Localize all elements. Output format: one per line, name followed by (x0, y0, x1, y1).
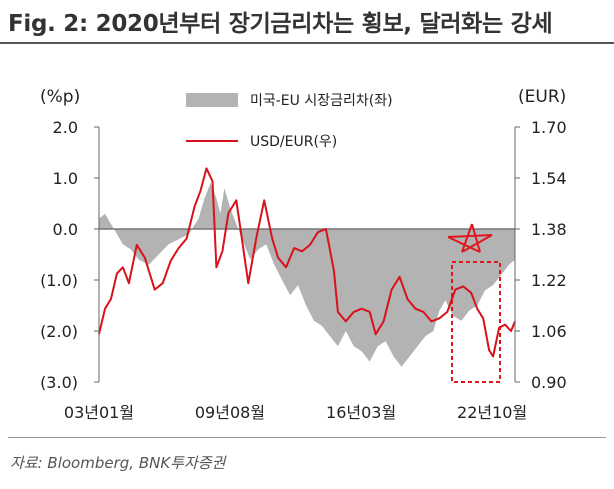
right-axis-tick-label: 1.38 (531, 220, 567, 239)
title-rule (0, 42, 614, 44)
left-axis-tick-label: (1.0) (40, 271, 78, 290)
right-axis-tick-label: 1.22 (531, 271, 567, 290)
legend-swatch-spread (186, 93, 238, 107)
usdeur-line-path (98, 167, 516, 358)
chart-title: Fig. 2: 2020년부터 장기금리차는 횡보, 달러화는 강세 (8, 11, 553, 37)
x-axis-tick-label: 22년10월 (457, 403, 527, 422)
highlight-box (451, 261, 501, 383)
right-axis-tick-label: 0.90 (531, 373, 567, 392)
left-axis-tick-label: 1.0 (53, 169, 78, 188)
right-axis-unit: (EUR) (518, 87, 566, 107)
left-axis-tick-label: 0.0 (53, 220, 78, 239)
chart: (%p) (EUR) 미국-EU 시장금리차(좌) USD/EUR(우) 2.0… (40, 87, 567, 422)
x-axis-tick-label: 16년03월 (326, 403, 396, 422)
right-axis: 1.70 1.54 1.38 1.22 1.06 0.90 (514, 118, 567, 392)
left-axis-tick-label: 2.0 (53, 118, 78, 137)
legend-label-usdeur: USD/EUR(우) (250, 134, 337, 150)
legend-label-spread: 미국-EU 시장금리차(좌) (250, 93, 393, 109)
x-axis: 03년01월 09년08월 16년03월 22년10월 (64, 403, 527, 422)
right-axis-tick-label: 1.70 (531, 118, 567, 137)
left-axis-tick-label: (3.0) (40, 373, 78, 392)
right-axis-tick-label: 1.06 (531, 322, 567, 341)
left-axis-tick-label: (2.0) (40, 322, 78, 341)
source-note: 자료: Bloomberg, BNK투자증권 (10, 454, 226, 472)
left-axis: 2.0 1.0 0.0 (1.0) (2.0) (3.0) (40, 118, 100, 392)
left-axis-unit: (%p) (40, 87, 80, 107)
right-axis-tick-label: 1.54 (531, 169, 567, 188)
x-axis-tick-label: 03년01월 (64, 403, 134, 422)
source-rule (8, 437, 606, 438)
star-mark (447, 223, 493, 253)
usdeur-line (98, 167, 516, 358)
x-axis-tick-label: 09년08월 (195, 403, 265, 422)
